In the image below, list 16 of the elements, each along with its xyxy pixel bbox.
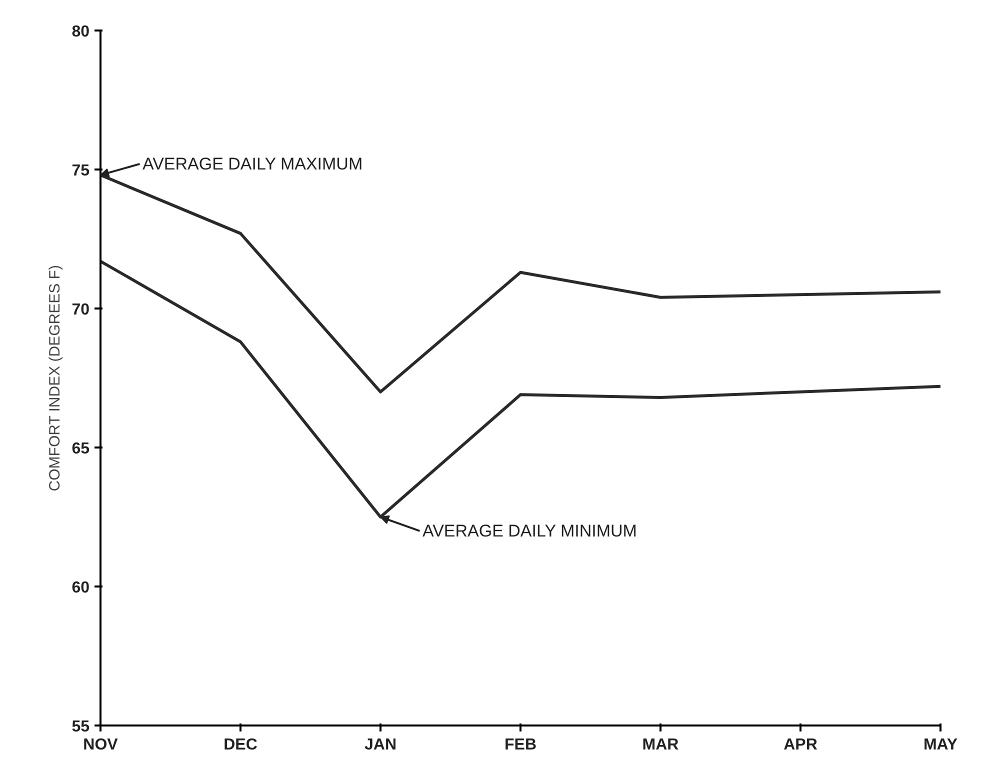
annotation: AVERAGE DAILY MINIMUM	[422, 521, 637, 540]
y-tick-label: 80	[72, 24, 90, 40]
y-tick-label: 65	[72, 440, 90, 458]
x-tick-label: NOV	[83, 736, 118, 754]
y-tick-label: 55	[72, 718, 90, 736]
x-tick-label: JAN	[364, 736, 397, 754]
y-tick-label: 70	[72, 302, 90, 318]
x-tick-label: MAR	[642, 736, 680, 754]
y-tick-label: 75	[72, 162, 90, 180]
y-axis-title: COMFORT INDEX (DEGREES F)	[46, 265, 64, 492]
x-tick-label: FEB	[504, 736, 536, 754]
x-tick-label: MAY	[923, 736, 958, 754]
y-tick-label: 60	[72, 580, 90, 596]
x-tick-label: DEC	[224, 736, 258, 754]
x-tick-label: APR	[784, 736, 818, 754]
annotation: AVERAGE DAILY MAXIMUM	[142, 154, 363, 174]
